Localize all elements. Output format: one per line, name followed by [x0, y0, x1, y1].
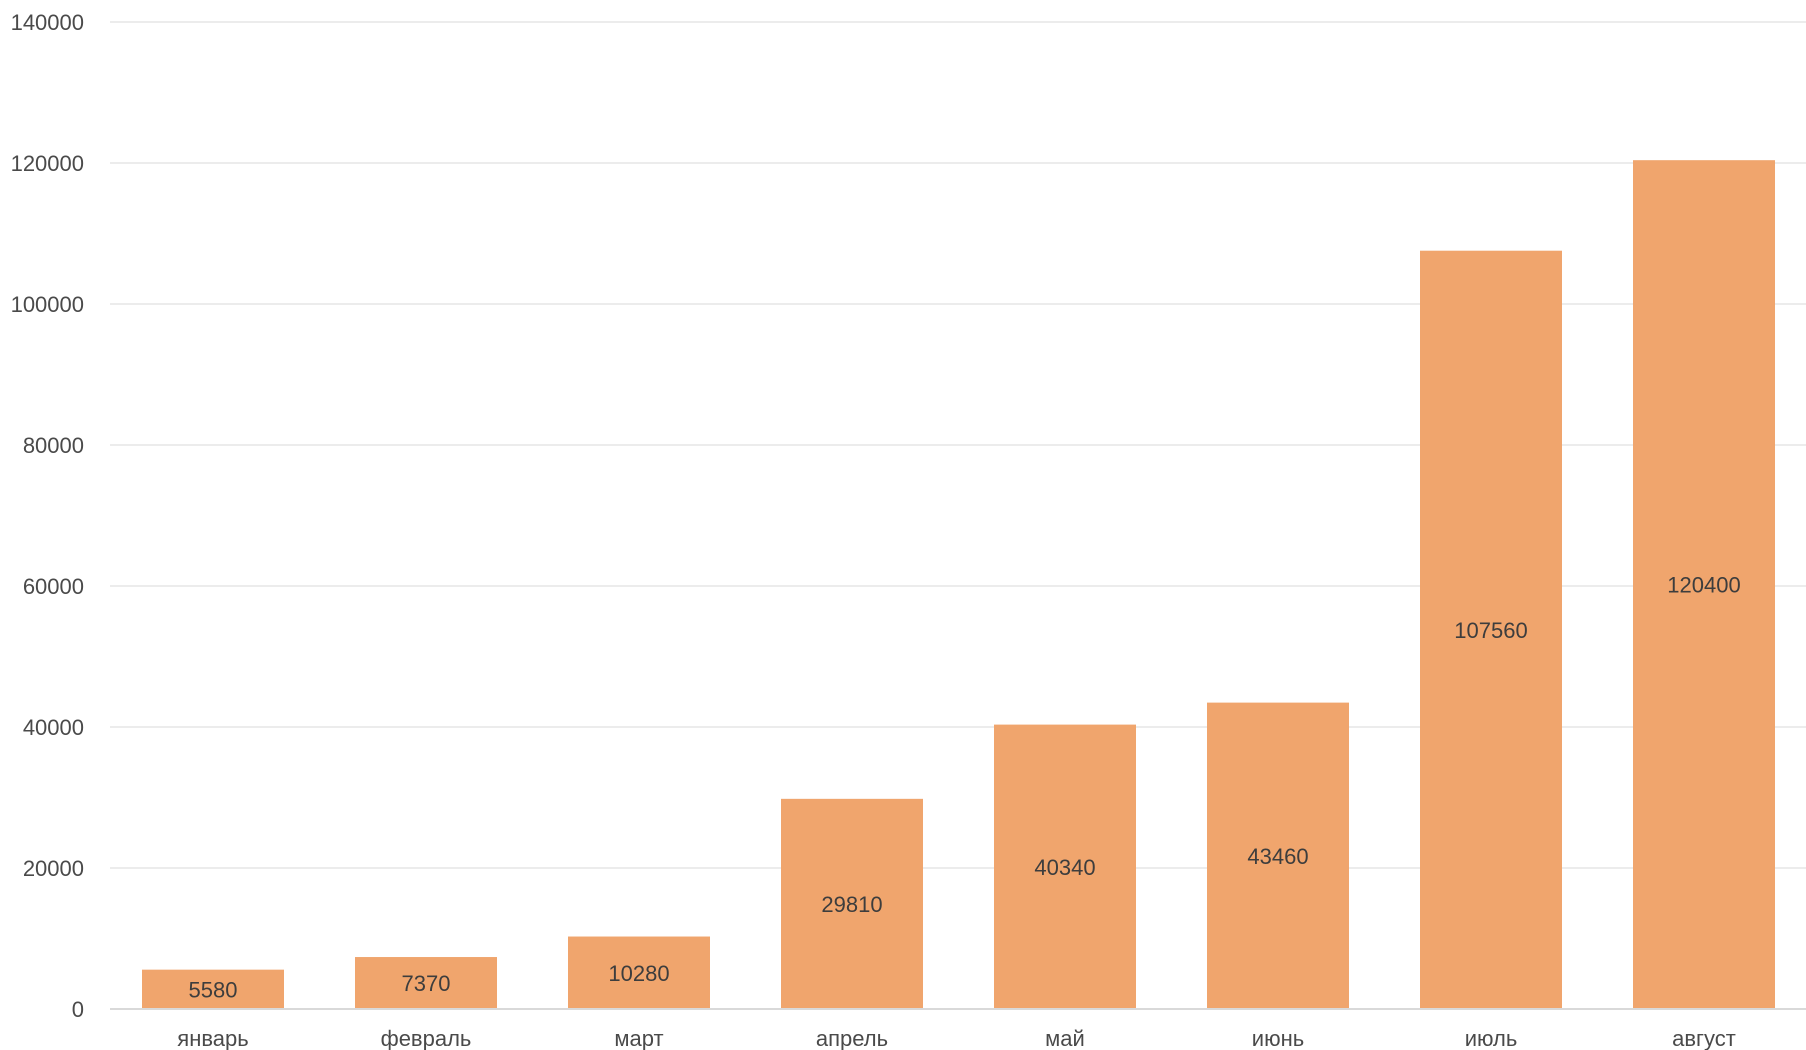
bar — [781, 798, 923, 1009]
bar — [994, 724, 1136, 1009]
x-tick-label: июль — [1465, 1026, 1518, 1050]
x-tick-label: июнь — [1252, 1026, 1304, 1050]
bars-layer — [142, 160, 1775, 1009]
bar — [1207, 702, 1349, 1009]
x-tick-label: май — [1045, 1026, 1085, 1050]
data-label: 5580 — [189, 977, 238, 1002]
data-label: 40340 — [1034, 855, 1095, 880]
labels-layer: 0 20000 40000 60000 80000 100000 120000 140000 5… — [11, 10, 1741, 1050]
bar — [1633, 160, 1775, 1009]
y-tick-label: 140000 — [11, 10, 84, 35]
bar — [142, 969, 284, 1009]
x-tick-label: февраль — [381, 1026, 472, 1050]
bar — [568, 936, 710, 1009]
data-label: 120400 — [1667, 573, 1740, 598]
x-tick-label: апрель — [816, 1026, 888, 1050]
y-tick-label: 40000 — [23, 715, 84, 740]
bar — [355, 957, 497, 1009]
y-tick-label: 80000 — [23, 433, 84, 458]
data-label: 10280 — [608, 961, 669, 986]
y-tick-label: 120000 — [11, 151, 84, 176]
y-tick-label: 20000 — [23, 856, 84, 881]
bar — [1420, 250, 1562, 1009]
data-label: 107560 — [1454, 618, 1527, 643]
x-tick-label: январь — [177, 1026, 248, 1050]
x-tick-label: март — [614, 1026, 663, 1050]
data-label: 43460 — [1247, 844, 1308, 869]
y-tick-label: 60000 — [23, 574, 84, 599]
grid-layer — [110, 21, 1806, 869]
data-label: 7370 — [402, 971, 451, 996]
x-tick-label: август — [1672, 1026, 1736, 1050]
data-label: 29810 — [821, 892, 882, 917]
y-tick-label: 100000 — [11, 292, 84, 317]
y-tick-label: 0 — [72, 997, 84, 1022]
